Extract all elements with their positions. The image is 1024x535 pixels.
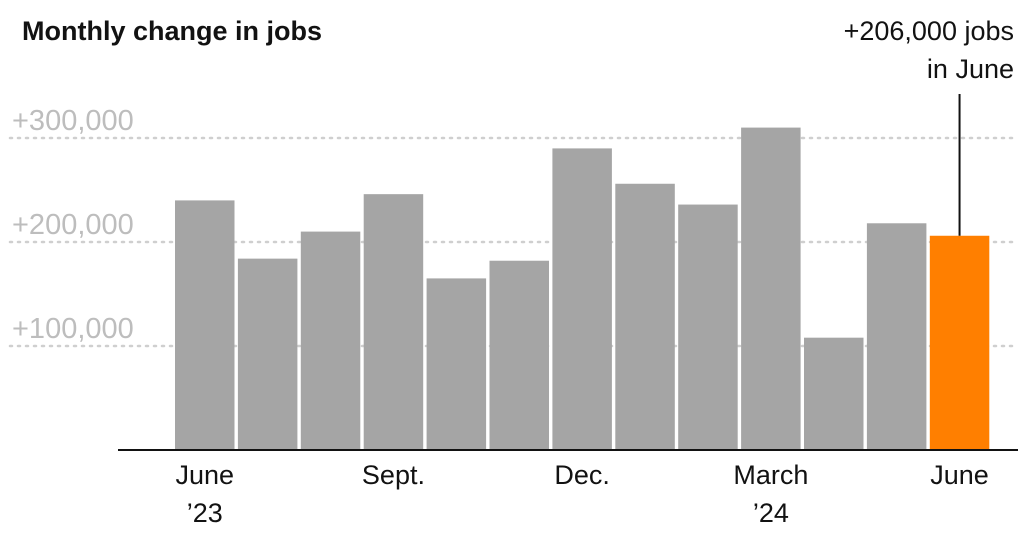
- bar: [237, 258, 298, 450]
- highlight-annotation: +206,000 jobs in June: [844, 16, 1014, 236]
- bar: [866, 223, 927, 450]
- bar: [804, 337, 864, 450]
- y-axis-tick-labels: +100,000 +200,000 +300,000: [12, 105, 134, 345]
- chart-title: Monthly change in jobs: [22, 16, 322, 46]
- bar: [678, 204, 738, 450]
- bars: [175, 127, 990, 450]
- x-tick-label: June: [930, 460, 989, 490]
- bar: [615, 183, 675, 450]
- x-tick-label: Sept.: [362, 460, 425, 490]
- y-tick-label: +100,000: [12, 313, 134, 345]
- y-tick-label: +300,000: [12, 105, 134, 137]
- x-tick-label: Dec.: [554, 460, 610, 490]
- bar-highlight: [929, 235, 990, 450]
- annotation-label: +206,000 jobs in June: [844, 16, 1014, 84]
- y-tick-label: +200,000: [12, 209, 134, 241]
- x-tick-label: March ’24: [733, 460, 808, 528]
- bar: [300, 231, 361, 450]
- bar: [363, 194, 424, 450]
- bar: [426, 278, 487, 450]
- x-axis-tick-labels: June ’23 Sept. Dec. March ’24 June: [175, 460, 988, 528]
- x-tick-label: June ’23: [175, 460, 234, 528]
- bar: [741, 127, 801, 450]
- bar: [489, 260, 549, 450]
- bar: [175, 200, 235, 450]
- bar: [552, 148, 612, 450]
